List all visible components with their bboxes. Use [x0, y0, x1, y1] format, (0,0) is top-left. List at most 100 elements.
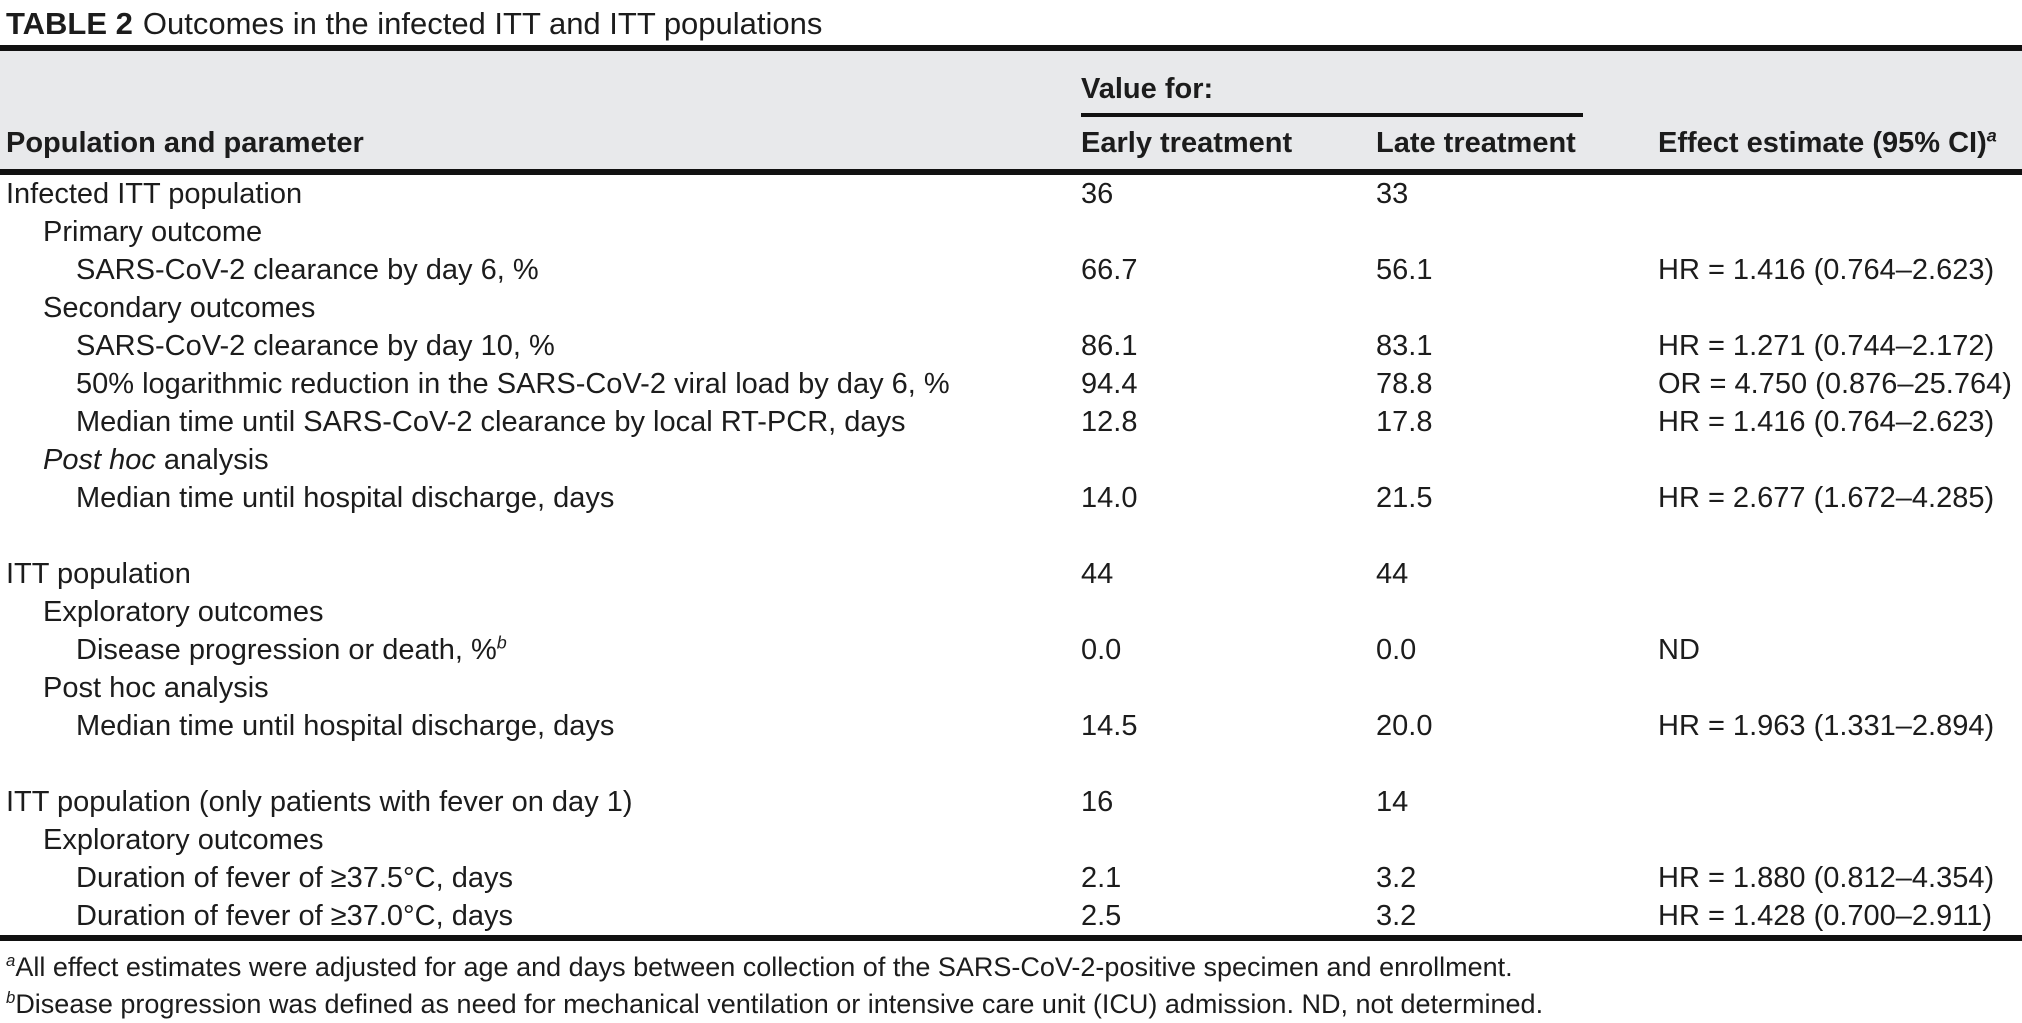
cell-parameter: Median time until SARS-CoV-2 clearance b…: [76, 405, 906, 438]
cell-early-value: 2.5: [1081, 899, 1122, 932]
cell-late-value: 3.2: [1376, 861, 1417, 894]
cell-parameter: Median time until hospital discharge, da…: [76, 481, 615, 514]
cell-parameter: Secondary outcomes: [43, 291, 316, 324]
cell-effect-estimate: [1658, 821, 2022, 859]
table-row: Exploratory outcomes: [0, 593, 2022, 631]
cell-late-value: 0.0: [1376, 633, 1417, 666]
cell-late-value: 20.0: [1376, 709, 1433, 742]
table-footnotes: aAll effect estimates were adjusted for …: [0, 941, 2022, 1023]
table-row: Duration of fever of ≥37.5°C, days 2.1 3.2…: [0, 859, 2022, 897]
table-row: Infected ITT population 36 33: [0, 172, 2022, 213]
cell-early-value: [1081, 593, 1376, 631]
cell-parameter: Primary outcome: [43, 215, 263, 248]
cell-early-value: [1081, 289, 1376, 327]
cell-parameter: 50% logarithmic reduction in the SARS-Co…: [76, 367, 950, 400]
table-row: Post hoc analysis: [0, 669, 2022, 707]
cell-parameter: [0, 517, 1081, 555]
footnote-a: aAll effect estimates were adjusted for …: [6, 949, 2022, 986]
cell-parameter: Post hoc analysis: [43, 671, 269, 704]
table-row: Disease progression or death, %b 0.0 0.0 ND: [0, 631, 2022, 669]
cell-early-value: [1081, 821, 1376, 859]
group-header-row: Value for:: [0, 48, 2022, 117]
table-row: Secondary outcomes: [0, 289, 2022, 327]
col-header-early-treatment: Early treatment: [1081, 127, 1293, 159]
cell-effect-estimate: HR = 2.677 (1.672–4.285): [1658, 481, 1995, 514]
outcomes-table: Value for: Population and parameter Earl…: [0, 45, 2022, 941]
cell-parameter: SARS-CoV-2 clearance by day 6, %: [76, 253, 539, 286]
cell-effect-estimate: OR = 4.750 (0.876–25.764): [1658, 367, 2012, 400]
footnote-text: All effect estimates were adjusted for a…: [15, 952, 1513, 982]
table-row: Post hoc analysis: [0, 441, 2022, 479]
footnote-marker: a: [6, 951, 16, 970]
cell-effect-estimate: [1658, 441, 2022, 479]
table-row: Duration of fever of ≥37.0°C, days 2.5 3.2…: [0, 897, 2022, 938]
column-header-row: Population and parameter Early treatment…: [0, 117, 2022, 172]
cell-late-value: 78.8: [1376, 367, 1433, 400]
cell-early-value: [1081, 745, 1376, 783]
cell-effect-estimate: [1658, 593, 2022, 631]
table-row: ITT population 44 44: [0, 555, 2022, 593]
cell-effect-estimate: HR = 1.416 (0.764–2.623): [1658, 253, 1995, 286]
cell-effect-estimate: [1658, 172, 2022, 213]
cell-late-value: 17.8: [1376, 405, 1433, 438]
col-header-late-treatment: Late treatment: [1376, 127, 1576, 159]
table-header: Value for: Population and parameter Earl…: [0, 48, 2022, 172]
table-row-spacer: [0, 517, 2022, 555]
table-row: SARS-CoV-2 clearance by day 6, % 66.7 56.1…: [0, 251, 2022, 289]
cell-early-value: [1081, 669, 1376, 707]
cell-early-value: [1081, 213, 1376, 251]
table-row: Primary outcome: [0, 213, 2022, 251]
cell-late-value: [1376, 593, 1658, 631]
cell-effect-estimate: HR = 1.416 (0.764–2.623): [1658, 405, 1995, 438]
cell-early-value: 36: [1081, 177, 1114, 210]
table-row: Median time until hospital discharge, da…: [0, 479, 2022, 517]
cell-parameter: Duration of fever of ≥37.0°C, days: [76, 899, 513, 932]
cell-early-value: 14.0: [1081, 481, 1138, 514]
cell-late-value: [1376, 821, 1658, 859]
cell-late-value: [1376, 213, 1658, 251]
cell-parameter: Median time until hospital discharge, da…: [76, 709, 615, 742]
cell-effect-estimate: [1658, 745, 2022, 783]
table-row: SARS-CoV-2 clearance by day 10, % 86.1 83.…: [0, 327, 2022, 365]
cell-early-value: 2.1: [1081, 861, 1122, 894]
cell-effect-estimate: [1658, 289, 2022, 327]
cell-late-value: 83.1: [1376, 329, 1433, 362]
cell-early-value: 12.8: [1081, 405, 1138, 438]
cell-early-value: 44: [1081, 557, 1114, 590]
cell-effect-estimate: [1658, 213, 2022, 251]
cell-late-value: [1376, 745, 1658, 783]
cell-effect-estimate: [1658, 517, 2022, 555]
cell-early-value: [1081, 517, 1376, 555]
cell-early-value: 16: [1081, 785, 1114, 818]
cell-effect-estimate: HR = 1.963 (1.331–2.894): [1658, 709, 1995, 742]
footnote-ref-b: b: [496, 631, 507, 652]
cell-effect-estimate: [1658, 555, 2022, 593]
cell-parameter: Disease progression or death, %b: [76, 631, 507, 666]
cell-effect-estimate: [1658, 669, 2022, 707]
cell-parameter: [0, 745, 1081, 783]
group-header-spacer: [1658, 48, 2022, 117]
table-row: ITT population (only patients with fever…: [0, 783, 2022, 821]
footnote-text: Disease progression was defined as need …: [15, 989, 1544, 1019]
cell-effect-estimate: HR = 1.428 (0.700–2.911): [1658, 899, 1992, 932]
table-row: 50% logarithmic reduction in the SARS-Co…: [0, 365, 2022, 403]
footnote-marker: b: [6, 988, 16, 1007]
col-header-effect-estimate: Effect estimate (95% CI)a: [1658, 125, 1997, 159]
cell-late-value: [1376, 441, 1658, 479]
table-number-label: TABLE 2: [6, 6, 133, 41]
cell-parameter: ITT population (only patients with fever…: [6, 785, 633, 818]
cell-parameter: SARS-CoV-2 clearance by day 10, %: [76, 329, 555, 362]
cell-early-value: 14.5: [1081, 709, 1138, 742]
cell-late-value: 56.1: [1376, 253, 1433, 286]
table-row: Exploratory outcomes: [0, 821, 2022, 859]
group-header-spacer: [0, 48, 1081, 117]
cell-late-value: 44: [1376, 557, 1409, 590]
cell-early-value: 94.4: [1081, 367, 1138, 400]
cell-early-value: 66.7: [1081, 253, 1138, 286]
col-header-population: Population and parameter: [6, 127, 364, 159]
cell-late-value: 21.5: [1376, 481, 1433, 514]
cell-effect-estimate: HR = 1.880 (0.812–4.354): [1658, 861, 1995, 894]
cell-parameter: ITT population: [6, 557, 191, 590]
cell-late-value: [1376, 517, 1658, 555]
table-caption: Outcomes in the infected ITT and ITT pop…: [142, 6, 823, 41]
